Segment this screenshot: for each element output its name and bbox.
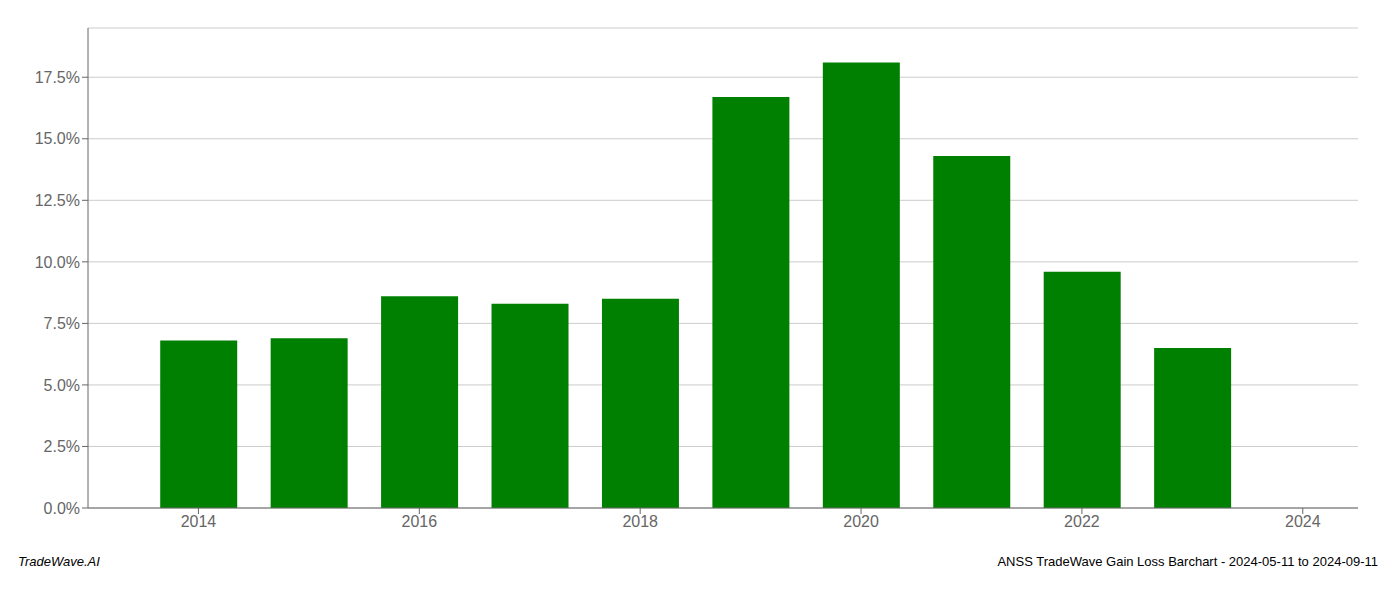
svg-text:2024: 2024 [1285,513,1321,530]
html-text:TradeWave.AI: TradeWave.AI [18,554,100,569]
svg-text:2022: 2022 [1064,513,1100,530]
svg-text:2014: 2014 [181,513,217,530]
svg-text:2020: 2020 [843,513,879,530]
svg-text:10.0%: 10.0% [35,254,80,271]
svg-text:17.5%: 17.5% [35,69,80,86]
svg-text:12.5%: 12.5% [35,192,80,209]
svg-text:5.0%: 5.0% [44,377,80,394]
svg-text:2016: 2016 [402,513,438,530]
svg-text:0.0%: 0.0% [44,500,80,517]
svg-text:15.0%: 15.0% [35,130,80,147]
html-text:ANSS TradeWave Gain Loss Barch: ANSS TradeWave Gain Loss Barchart - 2024… [997,554,1378,569]
svg-text:2.5%: 2.5% [44,438,80,455]
svg-text:7.5%: 7.5% [44,315,80,332]
svg-text:2018: 2018 [622,513,658,530]
